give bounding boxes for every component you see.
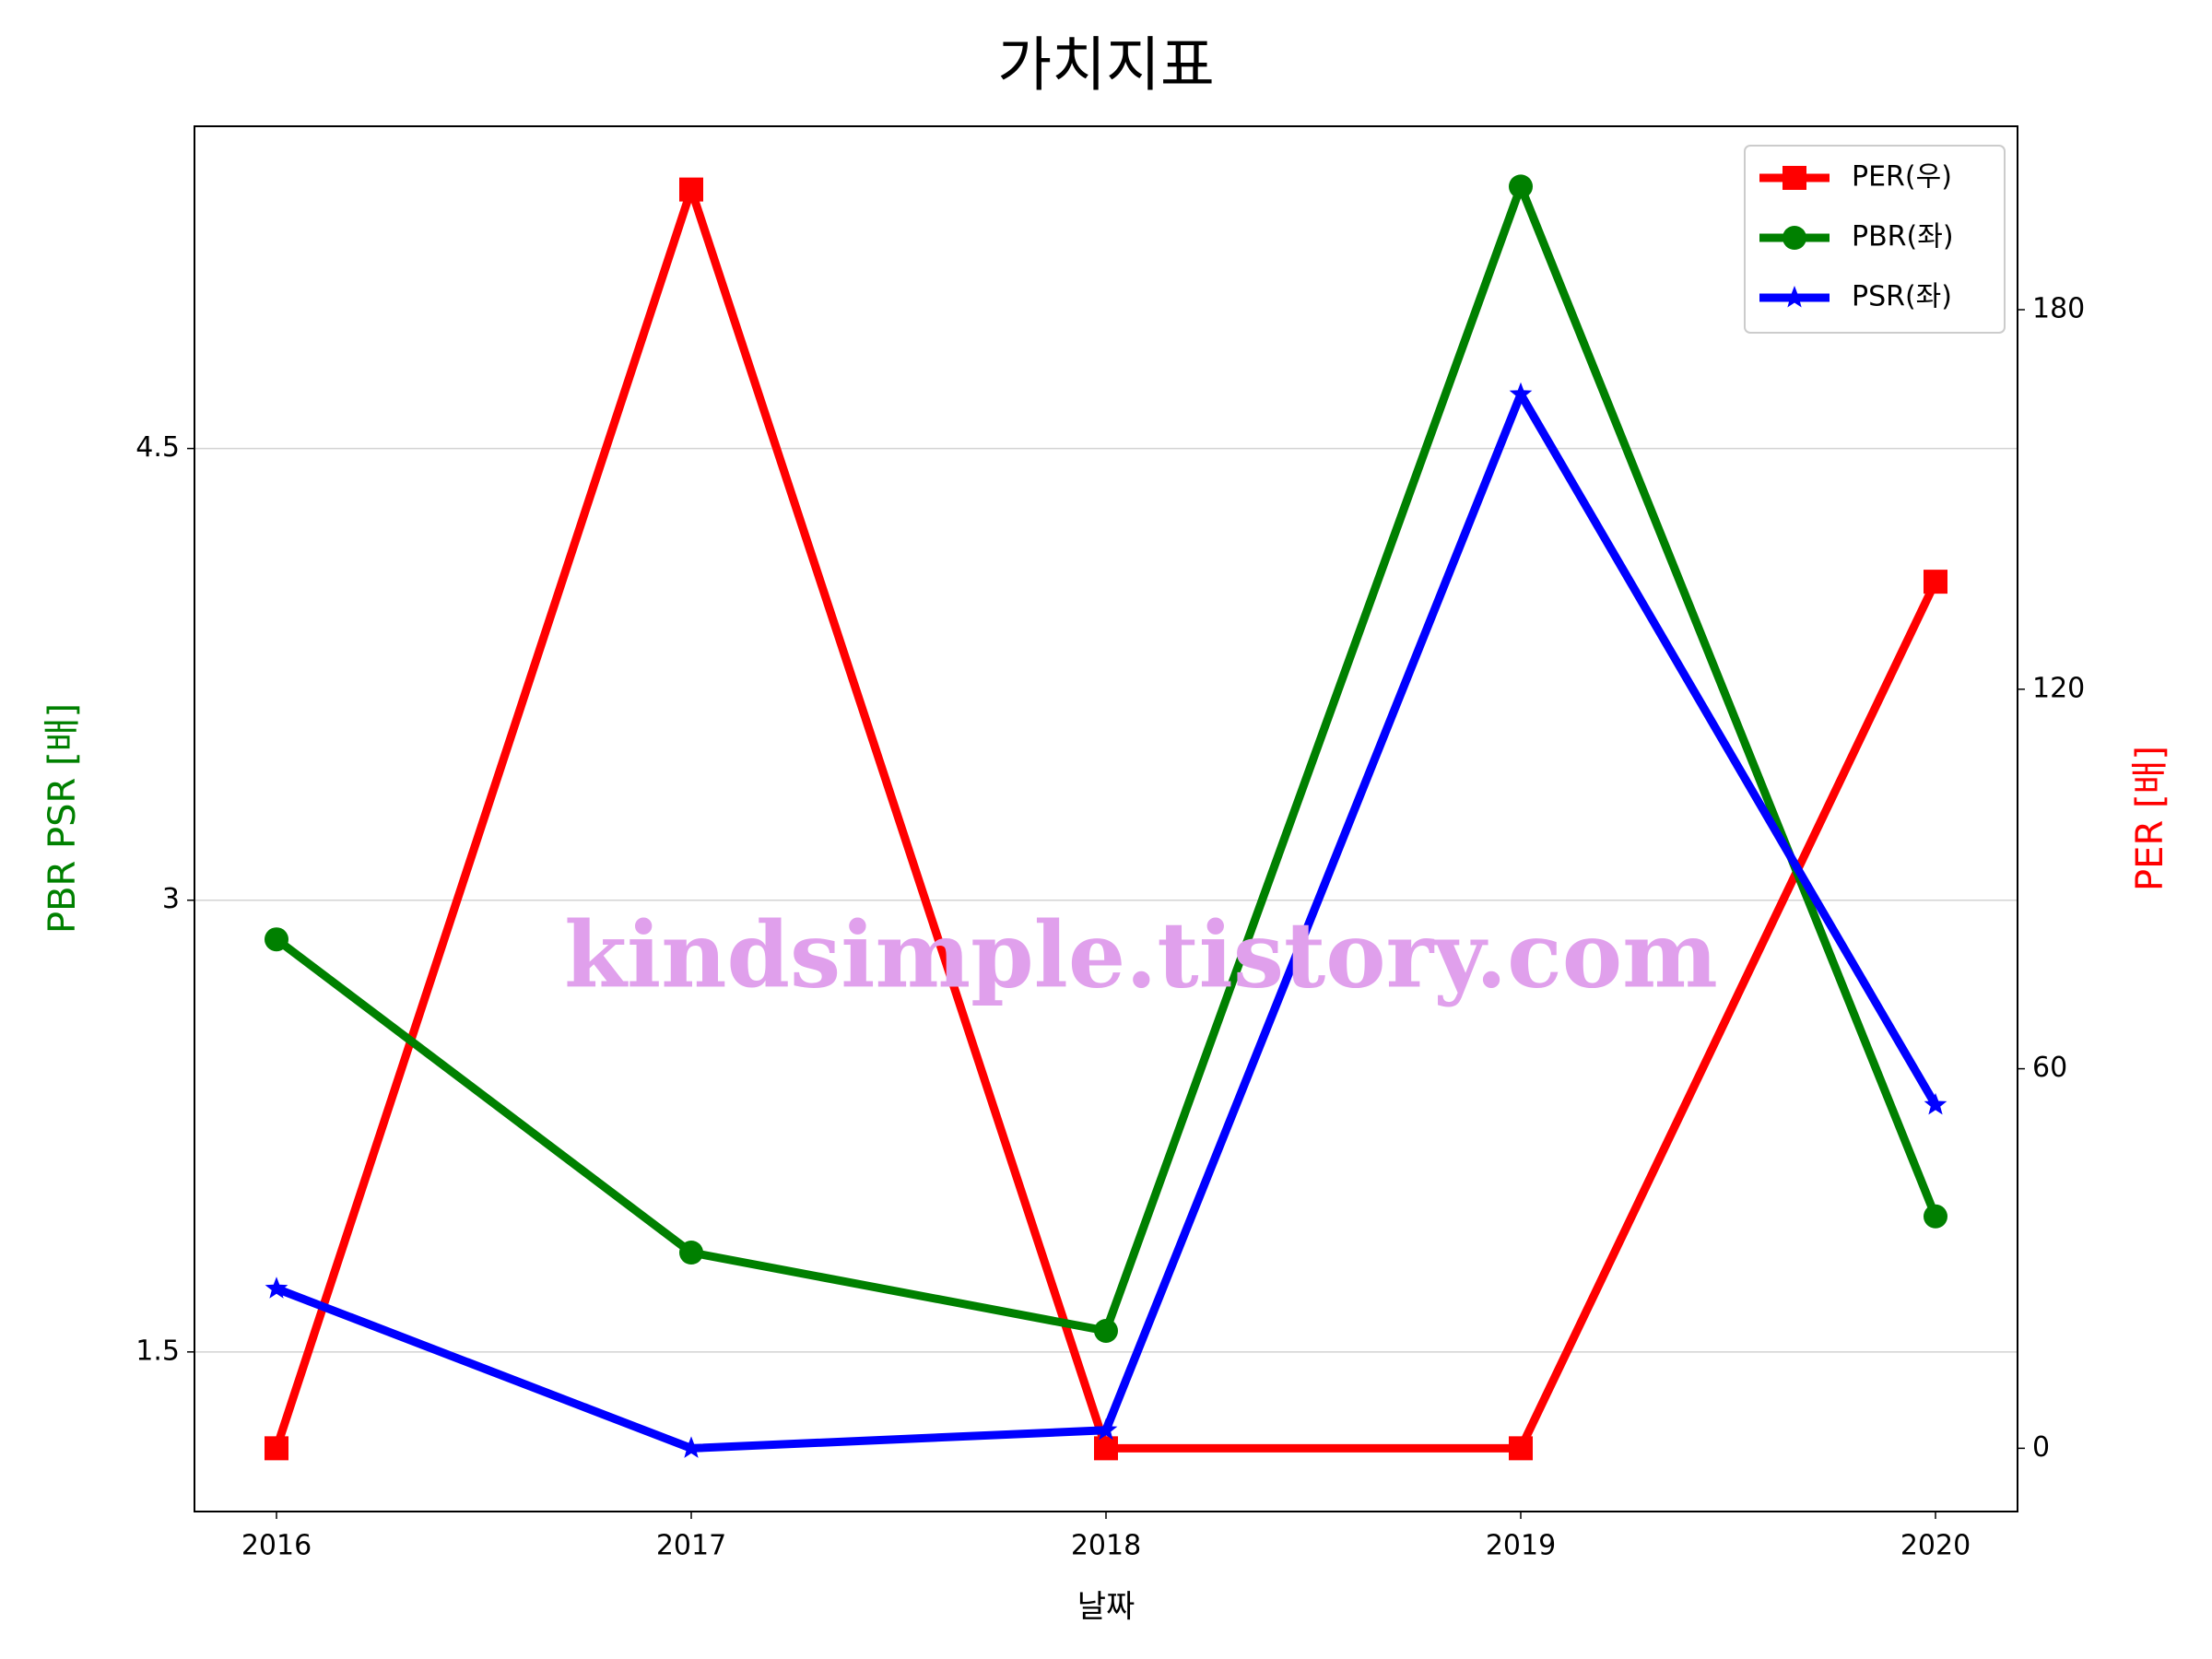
- legend-label: PER(우): [1852, 161, 1952, 194]
- marker: [1924, 1092, 1947, 1115]
- marker: [265, 1436, 288, 1461]
- y2-tick-label: 120: [2032, 672, 2085, 704]
- x-tick-label: 2016: [241, 1530, 312, 1562]
- y2-tick-label: 60: [2032, 1052, 2067, 1084]
- marker: [1509, 1436, 1533, 1461]
- x-tick-label: 2018: [1071, 1530, 1141, 1562]
- marker: [1094, 1318, 1118, 1343]
- marker: [1094, 1436, 1118, 1461]
- x-tick-label: 2020: [1900, 1530, 1971, 1562]
- y2-tick-label: 0: [2032, 1431, 2050, 1464]
- marker: [1509, 382, 1533, 405]
- marker: [1783, 286, 1806, 308]
- x-tick-label: 2017: [656, 1530, 726, 1562]
- y-tick-label: 3: [162, 883, 180, 915]
- marker: [679, 177, 703, 202]
- marker: [265, 927, 288, 952]
- y-tick-label: 4.5: [135, 431, 180, 464]
- marker: [1783, 226, 1806, 250]
- x-tick-label: 2019: [1486, 1530, 1556, 1562]
- y2-tick-label: 180: [2032, 293, 2085, 325]
- y-axis-label: PBR PSR [배]: [41, 703, 84, 934]
- marker: [679, 1241, 703, 1265]
- y-tick-label: 1.5: [135, 1335, 180, 1367]
- x-axis-label: 날짜: [1077, 1589, 1135, 1626]
- watermark: kindsimple.tistory.com: [564, 902, 1718, 1008]
- marker: [1924, 570, 1947, 594]
- marker: [1509, 174, 1533, 199]
- y2-axis-label: PER [배]: [2129, 746, 2171, 891]
- marker: [679, 1436, 703, 1458]
- plot-frame: [194, 125, 2018, 1512]
- marker: [265, 1277, 288, 1299]
- marker: [1094, 1418, 1118, 1441]
- legend-label: PBR(좌): [1852, 221, 1954, 253]
- legend-label: PSR(좌): [1852, 281, 1952, 313]
- marker: [1924, 1204, 1947, 1229]
- legend-box: [1744, 145, 2006, 334]
- marker: [1783, 166, 1806, 190]
- chart-title: 가치지표: [997, 32, 1215, 100]
